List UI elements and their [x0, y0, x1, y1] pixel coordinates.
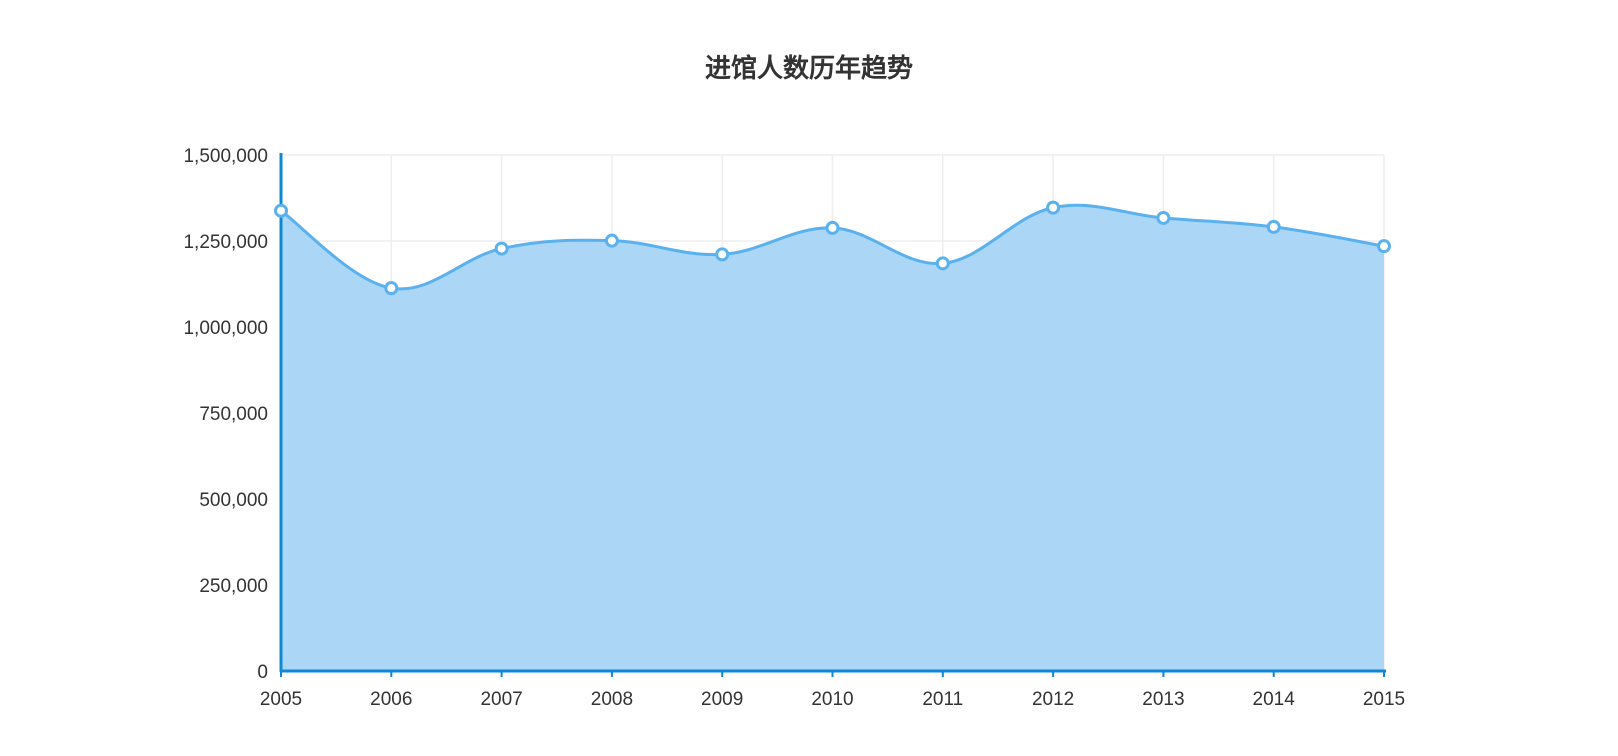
x-tick-label: 2015 [1363, 689, 1405, 710]
x-tick-label: 2009 [701, 689, 743, 710]
y-tick-label: 750,000 [199, 404, 268, 425]
x-tick-label: 2011 [922, 689, 963, 710]
x-tick-label: 2010 [811, 689, 853, 710]
area-fill [281, 205, 1384, 672]
x-tick-label: 2007 [480, 689, 522, 710]
data-point [1377, 239, 1391, 254]
y-tick-label: 1,000,000 [183, 318, 268, 339]
x-tick-label: 2005 [260, 689, 302, 710]
y-tick-label: 1,250,000 [183, 232, 268, 253]
y-tick-label: 250,000 [199, 576, 268, 597]
x-tick-label: 2013 [1142, 689, 1184, 710]
x-tick-label: 2014 [1253, 689, 1296, 710]
y-tick-label: 1,500,000 [183, 146, 268, 167]
x-tick-label: 2006 [370, 689, 412, 710]
chart-title: 进馆人数历年趋势 [704, 54, 913, 84]
data-point [935, 256, 950, 271]
data-point [384, 281, 399, 296]
data-point [1046, 200, 1061, 215]
data-point [494, 241, 509, 256]
data-point [1156, 210, 1171, 225]
data-point [274, 203, 288, 218]
data-point [604, 233, 619, 248]
y-tick-label: 500,000 [199, 490, 268, 511]
x-tick-label: 2008 [591, 689, 633, 710]
data-point [1266, 219, 1281, 234]
data-point [825, 220, 840, 235]
x-tick-label: 2012 [1032, 689, 1074, 710]
data-point [715, 247, 730, 262]
y-tick-label: 0 [257, 662, 268, 683]
